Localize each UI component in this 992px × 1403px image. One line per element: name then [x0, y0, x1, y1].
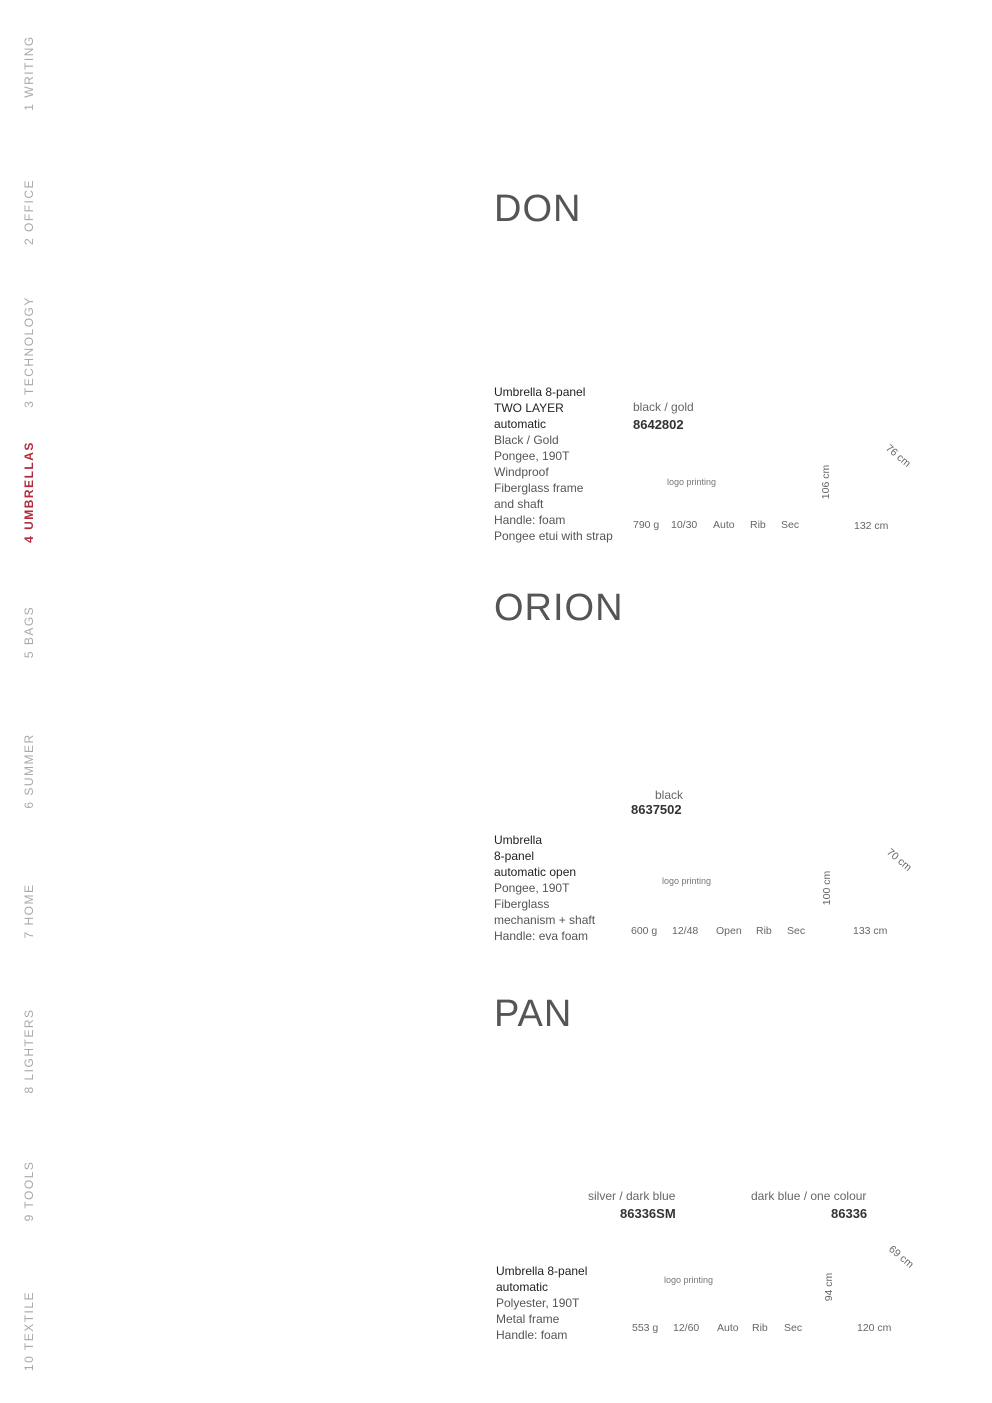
spec-mechanism: Auto — [713, 519, 735, 531]
product-description: Umbrella 8-panel TWO LAYER automatic Bla… — [494, 384, 613, 544]
side-nav: 1 WRITING 2 OFFICE 3 TECHNOLOGY 4 UMBREL… — [0, 0, 60, 1403]
dimension-height: 106 cm — [820, 464, 832, 500]
product-title: ORION — [494, 587, 624, 629]
spec-rib: Rib — [752, 1322, 768, 1334]
description-line: Handle: foam — [496, 1328, 568, 1342]
spec-weight: 600 g — [631, 925, 658, 937]
nav-item-office[interactable]: 2 OFFICE — [22, 178, 36, 246]
description-line: Fiberglass frame — [494, 481, 584, 495]
logo-printing-label: logo printing — [664, 1275, 714, 1285]
nav-item-home[interactable]: 7 HOME — [22, 883, 36, 939]
description-line: Pongee, 190T — [494, 449, 570, 463]
description-line: Metal frame — [496, 1312, 560, 1326]
spec-packing: 12/60 — [673, 1322, 700, 1334]
spec-packing: 12/48 — [672, 925, 699, 937]
logo-printing-label: logo printing — [662, 876, 712, 886]
product-title: DON — [494, 188, 582, 230]
description-line: automatic — [494, 417, 547, 431]
description-line: Black / Gold — [494, 433, 559, 447]
spec-sec: Sec — [787, 925, 806, 937]
variant-color: black — [655, 788, 684, 802]
dimension-length: 69 cm — [886, 1243, 916, 1271]
description-line: Umbrella — [494, 833, 543, 847]
spec-packing: 10/30 — [671, 519, 698, 531]
description-line: Umbrella 8-panel — [496, 1264, 588, 1278]
nav-item-writing[interactable]: 1 WRITING — [22, 35, 36, 111]
description-line: Handle: eva foam — [494, 929, 589, 943]
product-description: Umbrella 8-panel automatic Polyester, 19… — [496, 1263, 587, 1343]
description-line: Fiberglass — [494, 897, 550, 911]
spec-rib: Rib — [750, 519, 766, 531]
dimension-length: 70 cm — [884, 846, 914, 874]
spec-sec: Sec — [781, 519, 800, 531]
description-line: TWO LAYER — [494, 401, 564, 415]
dimension-diameter: 132 cm — [854, 520, 889, 532]
nav-item-textile[interactable]: 10 TEXTILE — [22, 1290, 36, 1372]
description-line: 8-panel — [494, 849, 535, 863]
dimension-height: 100 cm — [821, 870, 833, 906]
spec-sec: Sec — [784, 1322, 803, 1334]
description-line: mechanism + shaft — [494, 913, 596, 927]
variant-code: 8637502 — [631, 802, 682, 817]
dimension-height: 94 cm — [823, 1272, 835, 1302]
nav-item-umbrellas[interactable]: 4 UMBRELLAS — [22, 441, 36, 543]
spec-mechanism: Open — [716, 925, 742, 937]
spec-rib: Rib — [756, 925, 772, 937]
nav-item-lighters[interactable]: 8 LIGHTERS — [22, 1008, 36, 1094]
product-title: PAN — [494, 993, 573, 1035]
description-line: Pongee etui with strap — [494, 529, 613, 543]
variant-code: 86336SM — [620, 1206, 676, 1221]
product-description: Umbrella 8-panel automatic open Pongee, … — [494, 832, 595, 944]
dimension-diameter: 133 cm — [853, 925, 888, 937]
nav-item-summer[interactable]: 6 SUMMER — [22, 733, 36, 809]
description-line: automatic open — [494, 865, 577, 879]
spec-weight: 790 g — [633, 519, 660, 531]
description-line: Windproof — [494, 465, 549, 479]
nav-item-tools[interactable]: 9 TOOLS — [22, 1160, 36, 1222]
dimension-length: 76 cm — [883, 442, 913, 470]
variant-code: 8642802 — [633, 417, 684, 432]
logo-printing-label: logo printing — [667, 477, 717, 487]
spec-weight: 553 g — [632, 1322, 659, 1334]
variant-color: silver / dark blue — [588, 1189, 676, 1203]
variant-color: dark blue / one colour — [751, 1189, 867, 1203]
variant-code: 86336 — [831, 1206, 868, 1221]
description-line: Polyester, 190T — [496, 1296, 580, 1310]
variant-color: black / gold — [633, 400, 694, 414]
dimension-diameter: 120 cm — [857, 1322, 892, 1334]
nav-item-technology[interactable]: 3 TECHNOLOGY — [22, 296, 36, 408]
description-line: and shaft — [494, 497, 544, 511]
nav-item-bags[interactable]: 5 BAGS — [22, 605, 36, 659]
description-line: automatic — [496, 1280, 549, 1294]
description-line: Umbrella 8-panel — [494, 385, 586, 399]
description-line: Handle: foam — [494, 513, 566, 527]
description-line: Pongee, 190T — [494, 881, 570, 895]
spec-mechanism: Auto — [717, 1322, 739, 1334]
